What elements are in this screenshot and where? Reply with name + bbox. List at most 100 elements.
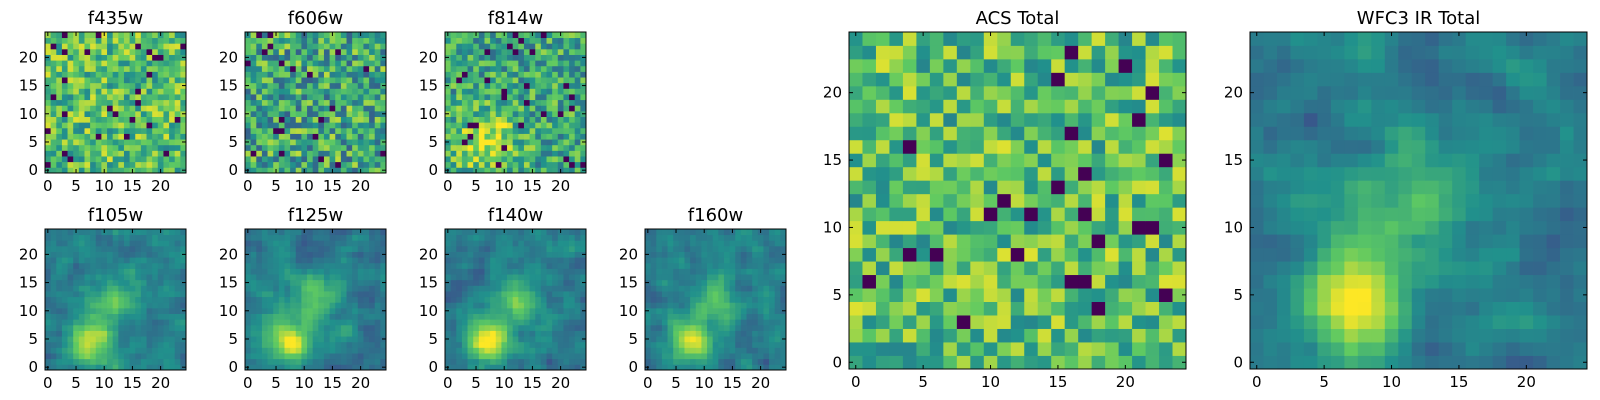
heatmap-cell [357, 251, 364, 258]
heatmap-cell [752, 341, 759, 348]
heatmap-cell [467, 82, 474, 89]
heatmap-cell [507, 167, 514, 174]
heatmap-cell [123, 77, 130, 84]
heatmap-cell [512, 336, 519, 343]
heatmap-cell [461, 330, 468, 337]
heatmap-cell [169, 364, 176, 371]
heatmap-cell [1132, 288, 1146, 302]
heatmap-cell [902, 355, 917, 370]
heatmap-cell [67, 48, 74, 55]
heatmap-cell [180, 319, 187, 326]
heatmap-cell [380, 296, 387, 303]
heatmap-cell [256, 324, 263, 331]
heatmap-cell [157, 127, 164, 134]
heatmap-cell [1172, 328, 1187, 343]
heatmap-cell [245, 150, 252, 157]
heatmap-cell [645, 234, 652, 241]
heatmap-cell [163, 313, 170, 320]
heatmap-cell [61, 229, 68, 236]
heatmap-cell [307, 60, 314, 67]
heatmap-cell [540, 229, 547, 236]
heatmap-cell [174, 268, 181, 275]
heatmap-cell [290, 32, 297, 39]
heatmap-cell [369, 65, 376, 72]
heatmap-cell [107, 358, 114, 365]
heatmap-cell [552, 274, 559, 281]
heatmap-cell [569, 285, 576, 292]
heatmap-cell [529, 234, 536, 241]
heatmap-cell [318, 127, 325, 134]
heatmap-cell [318, 60, 325, 67]
heatmap-cell [78, 48, 85, 55]
heatmap-cell [78, 296, 85, 303]
heatmap-cell [729, 274, 736, 281]
heatmap-cell [67, 116, 74, 123]
heatmap-cell [140, 347, 147, 354]
heatmap-cell [95, 167, 102, 174]
heatmap-cell [95, 296, 102, 303]
heatmap-cell [318, 71, 325, 78]
heatmap-cell [1078, 301, 1093, 316]
heatmap-cell [245, 268, 252, 275]
heatmap-cell [163, 336, 170, 343]
heatmap-cell [123, 319, 130, 326]
heatmap-cell [180, 268, 187, 275]
heatmap-cell [157, 88, 164, 95]
heatmap-cell [752, 285, 759, 292]
heatmap-cell [780, 234, 787, 241]
heatmap-cell [862, 261, 877, 276]
heatmap-cell [267, 37, 274, 44]
heatmap-cell [335, 122, 342, 129]
heatmap-cell [690, 313, 697, 320]
heatmap-cell [312, 353, 319, 360]
heatmap-cell [723, 313, 730, 320]
heatmap-cell [461, 32, 468, 39]
heatmap-cell [250, 302, 257, 309]
heatmap-cell [261, 274, 268, 281]
y-tick-label: 20 [19, 48, 38, 66]
heatmap-cell [363, 116, 370, 123]
heatmap-cell [529, 291, 536, 298]
heatmap-cell [862, 153, 877, 168]
heatmap-cell [340, 313, 347, 320]
heatmap-cell [569, 341, 576, 348]
heatmap-cell [580, 161, 587, 168]
heatmap-cell [495, 330, 502, 337]
heatmap-cell [307, 291, 314, 298]
heatmap-cell [90, 82, 97, 89]
heatmap-cell [290, 71, 297, 78]
heatmap-cell [101, 122, 108, 129]
heatmap-cell [163, 105, 170, 112]
heatmap-cell [529, 268, 536, 275]
heatmap-cell [574, 77, 581, 84]
heatmap-cell [774, 262, 781, 269]
heatmap-cell [540, 324, 547, 331]
heatmap-cell [701, 302, 708, 309]
heatmap-cell [580, 313, 587, 320]
heatmap-cell [752, 257, 759, 264]
heatmap-cell [174, 99, 181, 106]
heatmap-cell [1145, 328, 1160, 343]
heatmap-cell [574, 336, 581, 343]
heatmap-cell [329, 296, 336, 303]
heatmap-cell [740, 257, 747, 264]
heatmap-cell [667, 324, 674, 331]
heatmap-cell [312, 150, 319, 157]
heatmap-cell [484, 347, 491, 354]
heatmap-cell [484, 364, 491, 371]
heatmap-cell [678, 319, 685, 326]
heatmap-cell [284, 319, 291, 326]
heatmap-cell [157, 240, 164, 247]
heatmap-cell [667, 353, 674, 360]
heatmap-cell [61, 257, 68, 264]
heatmap-cell [712, 319, 719, 326]
heatmap-cell [1051, 315, 1066, 329]
heatmap-cell [478, 105, 485, 112]
heatmap-cell [478, 364, 485, 371]
heatmap-cell [752, 307, 759, 314]
heatmap-cell [112, 54, 119, 61]
heatmap-cell [295, 65, 302, 72]
heatmap-cell [580, 234, 587, 241]
heatmap-cell [278, 161, 285, 168]
heatmap-cell [501, 37, 508, 44]
